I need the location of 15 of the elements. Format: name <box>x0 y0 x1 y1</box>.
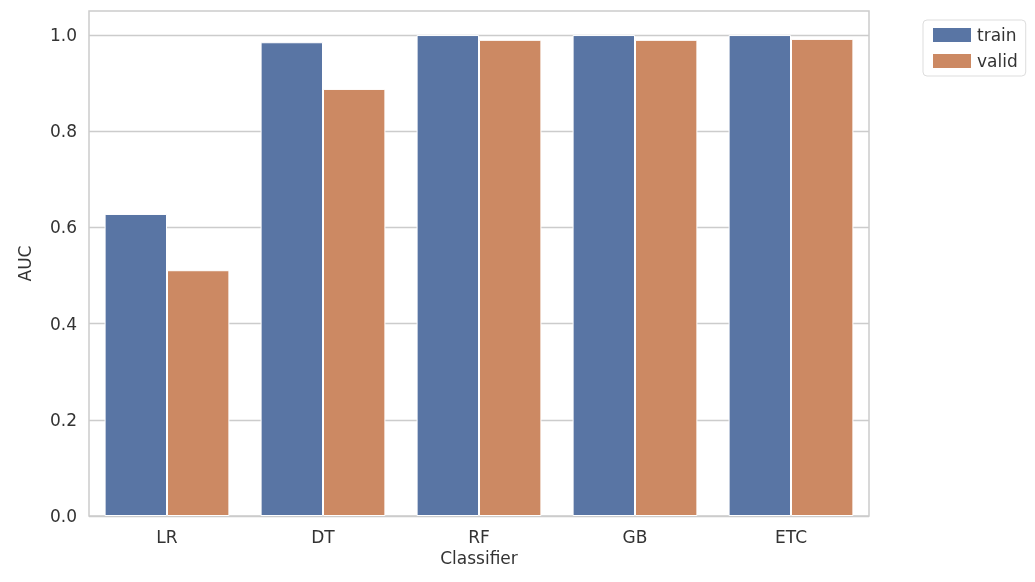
x-tick-label: LR <box>156 526 178 547</box>
legend-label: train <box>977 25 1017 45</box>
x-tick-label: RF <box>468 526 490 547</box>
legend-label: valid <box>977 51 1018 71</box>
y-tick-label: 1.0 <box>49 25 77 46</box>
y-tick-label: 0.4 <box>49 313 77 334</box>
x-axis-title: Classifier <box>440 548 518 569</box>
x-tick-label: DT <box>311 526 336 547</box>
y-tick-label: 0.8 <box>49 121 77 142</box>
y-tick-label: 0.6 <box>49 217 77 238</box>
y-tick-label: 0.2 <box>49 409 77 430</box>
x-tick-label: GB <box>622 526 648 547</box>
x-tick-label: ETC <box>775 526 807 547</box>
y-axis-title: AUC <box>14 245 35 282</box>
y-tick-label: 0.0 <box>49 506 77 526</box>
